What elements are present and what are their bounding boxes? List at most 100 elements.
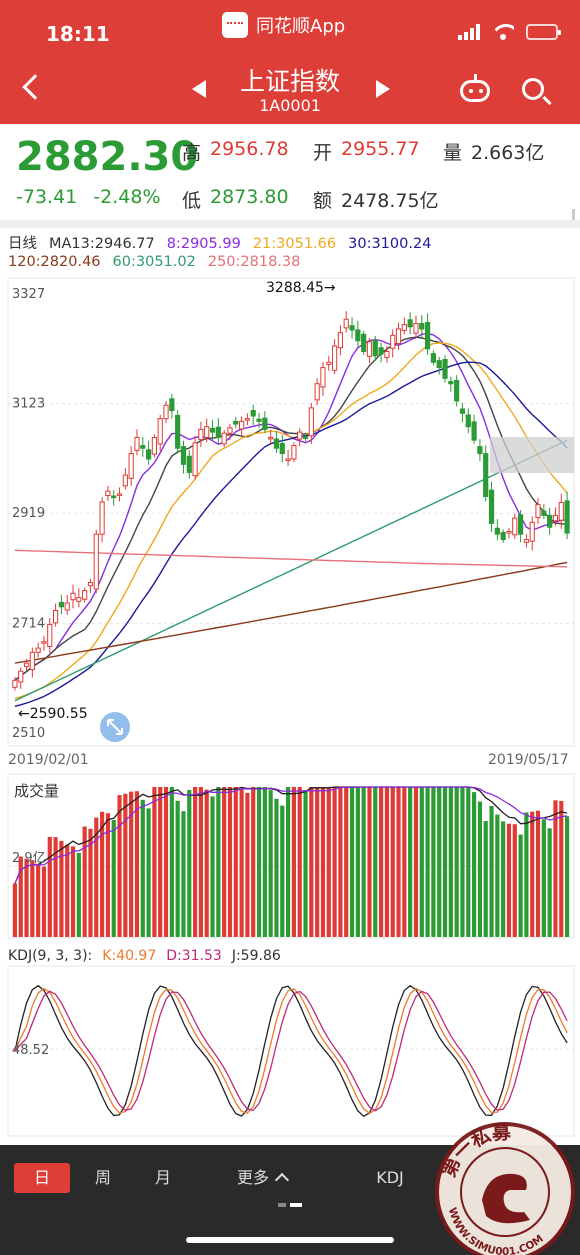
candle-body [494,527,500,535]
volume-bar [390,787,395,937]
candle-body [436,360,442,369]
candle-body [186,455,192,473]
candle-body [366,341,373,357]
previous-stock-icon[interactable] [192,80,206,98]
volume-label: 量 [443,142,463,164]
candle-body [448,381,454,385]
high-label: 高 [182,142,202,164]
volume-bar [193,787,198,937]
tab-more-label: 更多 [236,1168,269,1187]
ma120-label: 120:2820.46 [8,254,101,270]
volume-bar [431,787,436,937]
kdj-legend: KDJ(9, 3, 3): K:40.97 D:31.53 J:59.86 [8,948,291,964]
candle-body [326,361,332,365]
volume-bar [419,787,424,937]
volume-bar [553,800,558,937]
open-value: 2955.77 [341,138,420,160]
volume-bar [117,795,122,937]
candle-body [35,647,41,653]
candle-body [308,407,314,437]
ma30-label: 30:3100.24 [348,236,432,252]
candle-body [23,662,30,667]
pager-dot-active [290,1203,302,1207]
app-name-label: 同花顺App [256,16,346,37]
volume-bar [24,858,29,937]
candle-body [99,501,105,535]
candle-body [337,332,343,349]
tab-weekly[interactable]: 周 [94,1168,111,1187]
candle-body [157,418,163,445]
candle-body [64,602,70,611]
volume-bar [169,787,174,937]
candle-body [378,347,384,355]
volume-bar [518,834,523,937]
candle-body [29,651,35,671]
volume-bar [129,791,134,937]
candle-body [523,539,529,543]
volume-bar [146,808,151,937]
price-tick-label: 3123 [12,397,45,412]
candle-body [215,426,221,438]
volume-bar [483,821,488,937]
volume-bar [320,787,326,937]
ma21-line [14,342,568,700]
robot-assistant-icon[interactable] [460,74,490,102]
candle-body [442,359,448,379]
volume-bar [495,814,500,937]
candle-body [146,449,152,460]
high-annotation: 3288.45→ [266,280,336,296]
tab-more[interactable]: 更多 [222,1163,302,1193]
candle-body [454,380,460,402]
volume-bar [367,787,372,937]
volume-bar [309,787,314,937]
candle-body [105,490,111,496]
kline-chart-area[interactable]: 3327 3123 2919 2714 2510 3288.45→ ←2590.55 2… [0,0,580,1145]
candle-body [87,582,94,587]
volume-bar [222,787,227,937]
volume-bar [297,787,302,937]
volume-bar [239,788,244,937]
tab-monthly[interactable]: 月 [154,1168,171,1187]
candle-body [500,532,506,541]
candle-body [151,436,157,455]
ma13-label: MA13:2946.77 [49,236,155,252]
candle-body [512,517,518,536]
kdj-lines [14,984,568,1117]
tab-daily[interactable]: 日 [14,1163,70,1193]
signal-icon [458,24,480,40]
volume-bar [442,787,448,937]
volume-bar [105,813,110,937]
status-icons [458,24,561,40]
kdj-k-line [14,987,568,1115]
candle-body [180,446,187,465]
search-icon[interactable] [522,78,544,100]
volume-bar [291,787,296,937]
volume-bar [384,787,389,937]
volume-bar [565,816,570,937]
next-stock-icon[interactable] [376,80,390,98]
volume-bar [245,792,250,937]
low-annotation: ←2590.55 [18,706,88,722]
volume-bar [489,806,494,937]
volume-bar [100,811,105,937]
candle-body [372,339,378,357]
stock-code: 1A0001 [259,96,321,115]
volume-bar [94,817,99,937]
volume-bar [227,787,233,937]
candle-body [256,418,262,422]
candle-body [361,333,367,352]
ma120-line [14,561,568,664]
price-tick-label: 2510 [12,726,45,741]
candle-body [169,398,175,412]
volume-bar [338,787,343,937]
volume-bar [332,787,337,937]
volume-value: 2.663亿 [471,142,545,164]
candle-body [76,597,82,602]
candle-body [262,417,268,430]
wifi-icon [492,24,514,40]
candle-body [175,414,181,449]
ma21-label: 21:3051.66 [252,236,337,252]
candle-body [18,670,24,683]
expand-chart-icon[interactable] [100,712,130,742]
tab-kdj[interactable]: KDJ [376,1168,404,1187]
